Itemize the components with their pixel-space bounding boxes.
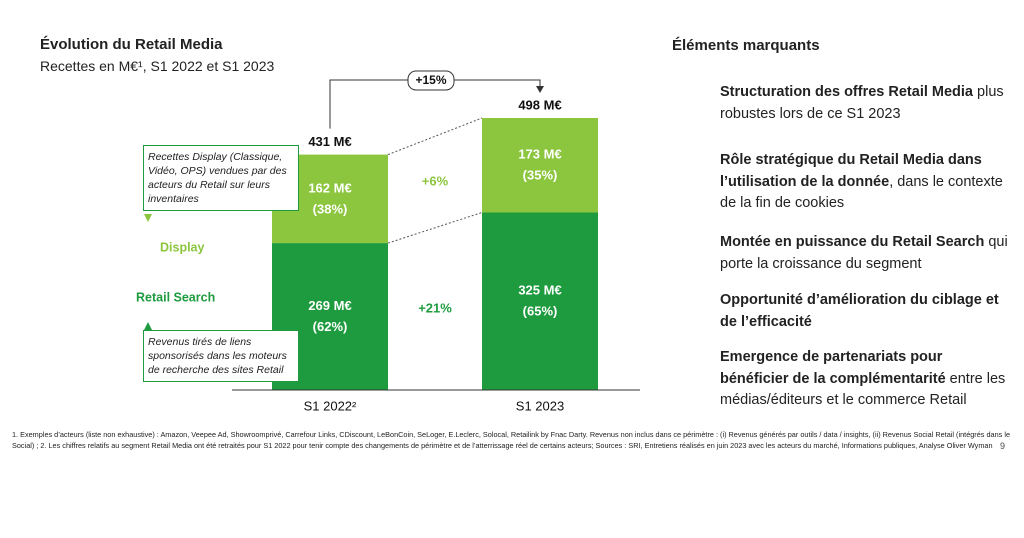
connector — [387, 117, 483, 156]
highlights-title: Éléments marquants — [672, 37, 820, 54]
highlight-text: qui porte la croissance du segment — [720, 234, 1008, 272]
highlight-bold: Rôle stratégique du Retail Media dans l’… — [720, 152, 982, 190]
callout-pointer — [144, 214, 152, 222]
highlight-bold: Opportunité d’amélioration du ciblage et… — [720, 292, 999, 330]
share-label: (62%) — [313, 319, 348, 334]
growth-label: +6% — [422, 173, 449, 188]
display-callout: Recettes Display (Classique, Vidéo, OPS)… — [143, 145, 299, 211]
x-tick-label: S1 2023 — [516, 398, 564, 413]
arrow-head — [536, 86, 544, 93]
total-label: 431 M€ — [308, 134, 351, 149]
value-label: 269 M€ — [308, 298, 351, 313]
highlight-bold: Montée en puissance du Retail Search — [720, 234, 985, 250]
legend-label: Retail Search — [136, 290, 215, 304]
value-label: 325 M€ — [518, 283, 561, 298]
bar-segment — [482, 118, 598, 213]
value-label: 173 M€ — [518, 147, 561, 162]
share-label: (38%) — [313, 201, 348, 216]
chart-subtitle: Recettes en M€¹, S1 2022 et S1 2023 — [40, 58, 275, 74]
callout-pointer — [144, 322, 152, 330]
total-label: 498 M€ — [518, 97, 561, 112]
highlight-bold: Emergence de partenariats pour bénéficie… — [720, 349, 946, 387]
growth-box — [407, 70, 455, 91]
share-label: (65%) — [523, 304, 558, 319]
highlight-item: Montée en puissance du Retail Search qui… — [720, 232, 1010, 275]
highlight-text: , dans le contexte de la fin de cookies — [720, 173, 1003, 212]
search-callout: Revenus tirés de liens sponsorisés dans … — [143, 330, 299, 382]
growth-label: +21% — [418, 300, 452, 315]
highlight-item: Emergence de partenariats pour bénéficie… — [720, 347, 1010, 412]
highlight-text: plus robustes lors de ce S1 2023 — [720, 84, 1004, 122]
footnote: 1. Exemples d’acteurs (liste non exhaust… — [12, 430, 1011, 450]
page-number: 9 — [1000, 441, 1006, 451]
highlight-item: Rôle stratégique du Retail Media dans l’… — [720, 150, 1010, 215]
share-label: (35%) — [523, 168, 558, 183]
x-tick-label: S1 2022² — [304, 398, 357, 413]
total-growth: +15% — [415, 73, 446, 87]
highlight-item: Opportunité d’amélioration du ciblage et… — [720, 290, 1010, 333]
chart-title: Évolution du Retail Media — [40, 36, 223, 53]
value-label: 162 M€ — [308, 180, 351, 195]
highlight-item: Structuration des offres Retail Media pl… — [720, 82, 1010, 125]
connector — [387, 212, 483, 244]
chart: 269 M€ (62%) 325 M€ (65%) +21% Retail Search 1… — [136, 70, 640, 413]
highlight-text: entre les médias/éditeurs et le commerce… — [720, 370, 1006, 409]
bar-segment — [482, 212, 598, 390]
highlight-bold: Structuration des offres Retail Media — [720, 84, 973, 100]
legend-label: Display — [160, 240, 205, 254]
